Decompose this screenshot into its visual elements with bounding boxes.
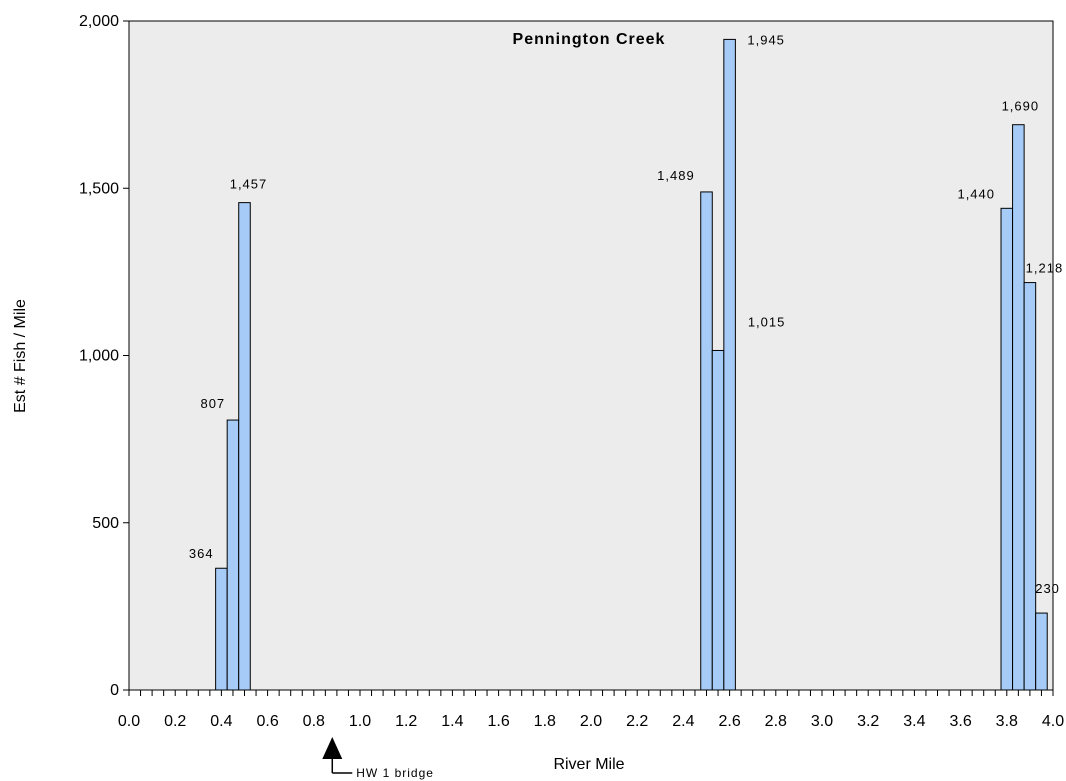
bar <box>226 419 240 691</box>
data-label: 230 <box>1035 581 1060 596</box>
x-tick-label: 0.4 <box>210 713 232 730</box>
data-label: 1,690 <box>1002 99 1040 114</box>
x-tick-label: 2.0 <box>580 713 602 730</box>
data-label: 1,218 <box>1026 261 1064 276</box>
up-arrow-icon <box>322 737 343 759</box>
bar <box>711 349 725 691</box>
x-tick-label: 1.8 <box>534 713 556 730</box>
bar <box>238 202 251 691</box>
x-tick-label: 3.0 <box>811 713 833 730</box>
data-labels: 364 807 1,457 1,489 1,015 1,945 1,440 1,690 1,21… <box>189 32 1064 596</box>
bar <box>1012 124 1025 691</box>
y-tick-label: 1,000 <box>79 348 119 365</box>
bridge-annotation: HW 1 bridge <box>322 737 434 780</box>
x-tick-label: 0.2 <box>164 713 186 730</box>
chart-title: Pennington Creek <box>513 31 666 48</box>
tick-labels: 0.0 0.2 0.4 0.6 0.8 1.0 1.2 1.4 1.6 1.8 2.0 2.2 2.4 2… <box>79 13 1064 730</box>
x-tick-label: 3.2 <box>857 713 879 730</box>
x-tick-label: 4.0 <box>1042 713 1064 730</box>
x-tick-label: 1.2 <box>395 713 417 730</box>
x-tick-label: 3.4 <box>903 713 925 730</box>
plot-area <box>128 20 1054 691</box>
bar <box>723 38 736 691</box>
x-tick-label: 1.0 <box>349 713 371 730</box>
x-tick-label: 2.2 <box>626 713 648 730</box>
bar-series <box>215 38 1048 691</box>
y-tick-label: 1,500 <box>79 180 119 197</box>
bar <box>215 567 228 691</box>
x-tick-label: 2.6 <box>718 713 740 730</box>
bar <box>1023 282 1037 691</box>
y-tick-label: 500 <box>92 515 119 532</box>
bar <box>1035 612 1048 691</box>
y-axis-title: Est # Fish / Mile <box>12 299 29 413</box>
x-tick-label: 2.4 <box>672 713 694 730</box>
data-label: 807 <box>200 396 225 411</box>
x-tick-label: 1.6 <box>487 713 509 730</box>
x-tick-label: 0.6 <box>256 713 278 730</box>
x-tick-label: 3.6 <box>949 713 971 730</box>
annotation-label: HW 1 bridge <box>356 766 434 780</box>
bar <box>700 191 713 691</box>
x-tick-label: 3.8 <box>996 713 1018 730</box>
x-tick-label: 0.0 <box>118 713 140 730</box>
data-label: 1,945 <box>747 32 785 47</box>
x-axis-title: River Mile <box>553 756 624 773</box>
x-tick-label: 0.8 <box>303 713 325 730</box>
data-label: 1,457 <box>230 177 268 192</box>
bar <box>1000 207 1014 691</box>
data-label: 1,015 <box>748 314 786 329</box>
y-tick-label: 0 <box>110 682 119 699</box>
x-tick-label: 2.8 <box>765 713 787 730</box>
data-label: 1,440 <box>957 186 995 201</box>
data-label: 364 <box>189 546 214 561</box>
y-tick-label: 2,000 <box>79 13 119 30</box>
axes <box>123 20 1054 696</box>
data-label: 1,489 <box>657 168 695 183</box>
x-tick-label: 1.4 <box>441 713 463 730</box>
